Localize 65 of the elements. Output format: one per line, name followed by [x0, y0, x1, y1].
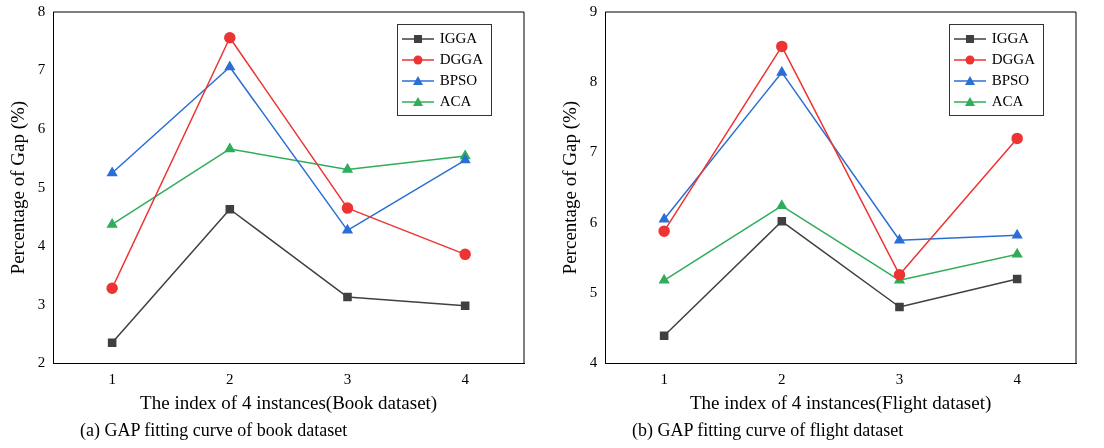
- x-tick-label: 1: [660, 371, 668, 388]
- y-tick-label: 3: [37, 295, 46, 312]
- y-tick-label: 8: [589, 73, 598, 90]
- x-tick-label: 2: [778, 371, 786, 388]
- x-tick-label: 3: [343, 371, 352, 388]
- point: [776, 200, 787, 210]
- point: [459, 248, 471, 261]
- y-tick-label: 6: [589, 213, 598, 230]
- legend-label: ACA: [439, 92, 472, 111]
- text: (a) GAP fitting curve of book dataset: [80, 420, 348, 441]
- point: [1012, 229, 1023, 239]
- point: [106, 282, 118, 295]
- x-tick-label: 4: [1013, 371, 1022, 388]
- y-tick-label: 5: [37, 178, 46, 195]
- y-tick-label: 4: [37, 237, 46, 254]
- y-tick-label: 4: [589, 354, 598, 371]
- point: [107, 218, 118, 228]
- y-tick-label: 5: [589, 283, 598, 300]
- x-tick-label: 4: [461, 371, 470, 388]
- legend-label: BPSO: [991, 71, 1030, 90]
- point: [777, 217, 787, 226]
- x-axis-title: The index of 4 instances(Flight dataset): [690, 391, 992, 414]
- point: [658, 225, 670, 237]
- point: [224, 143, 235, 153]
- x-tick-label: 1: [108, 371, 116, 388]
- legend-label: DGGA: [991, 50, 1035, 69]
- y-tick-label: 6: [37, 120, 46, 136]
- x-tick-label: 2: [226, 371, 234, 388]
- y-tick-label: 2: [37, 354, 46, 371]
- y-tick-label: 9: [589, 2, 598, 19]
- y-tick-label: 7: [589, 143, 598, 160]
- x-axis-title: The index of 4 instances(Book dataset): [140, 391, 438, 414]
- x-tick-label: 3: [895, 371, 904, 388]
- point: [224, 61, 235, 71]
- y-tick-label: 7: [37, 61, 46, 78]
- point: [895, 302, 904, 312]
- point: [460, 154, 471, 164]
- point: [776, 66, 787, 76]
- point: [341, 202, 354, 214]
- point: [776, 40, 788, 53]
- legend-label: IGGA: [991, 29, 1030, 48]
- legend-label: ACA: [991, 92, 1024, 111]
- point: [342, 224, 353, 234]
- text: (b) GAP fitting curve of flight dataset: [632, 420, 904, 441]
- point: [342, 163, 353, 173]
- legend-label: BPSO: [439, 71, 478, 90]
- point: [1011, 132, 1023, 145]
- y-axis-title: Percentage of Gap (%): [7, 100, 30, 275]
- point: [659, 213, 670, 223]
- point: [894, 234, 905, 244]
- y-axis-title: Percentage of Gap (%): [559, 100, 582, 275]
- point: [1012, 248, 1023, 258]
- point: [343, 292, 352, 302]
- y-tick-label: 8: [37, 2, 46, 19]
- point: [1012, 274, 1022, 284]
- legend-label: DGGA: [439, 50, 483, 69]
- point: [659, 274, 670, 284]
- legend-label: IGGA: [439, 29, 478, 48]
- point: [107, 338, 117, 347]
- point: [107, 167, 118, 177]
- point: [659, 331, 669, 341]
- point: [224, 32, 236, 44]
- point: [893, 268, 906, 281]
- point: [225, 204, 235, 214]
- point: [460, 301, 470, 311]
